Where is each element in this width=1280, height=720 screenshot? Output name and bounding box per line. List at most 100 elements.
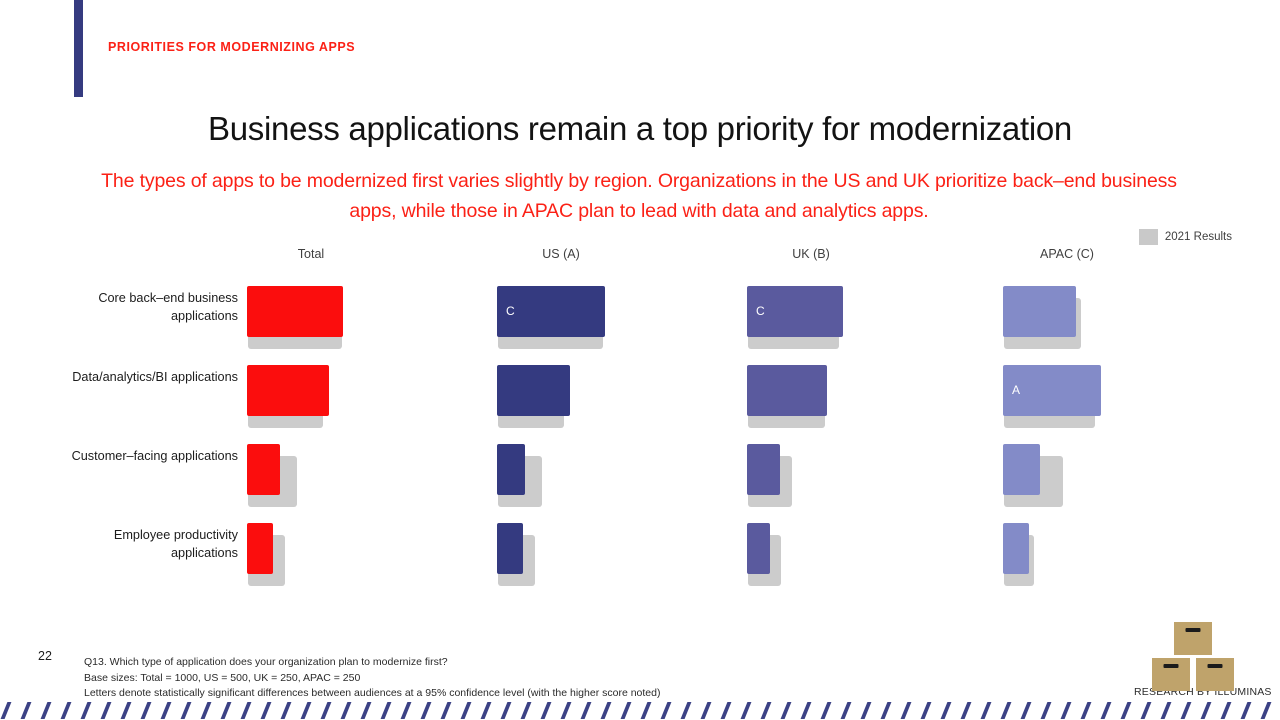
- logo-box-left: [1152, 658, 1190, 691]
- column-header-1: US (A): [542, 247, 580, 261]
- stripe: [680, 702, 692, 719]
- stripe: [20, 702, 32, 719]
- bar-3-3: [1003, 523, 1029, 574]
- stripe: [80, 702, 92, 719]
- page-number: 22: [38, 649, 52, 663]
- bar-2-1: [747, 365, 827, 416]
- stripe: [1060, 702, 1072, 719]
- stripe: [780, 702, 792, 719]
- row-label-0: Core back–end business applications: [98, 291, 238, 323]
- stripe: [440, 702, 452, 719]
- stripe: [880, 702, 892, 719]
- row-label-1: Data/analytics/BI applications: [72, 370, 238, 384]
- logo-box-slit: [1207, 664, 1223, 668]
- stripe: [720, 702, 732, 719]
- stripe: [960, 702, 972, 719]
- bar-sig-letter-2-0: C: [756, 303, 765, 318]
- stripe: [200, 702, 212, 719]
- stripe: [760, 702, 772, 719]
- stripe: [240, 702, 252, 719]
- stripe: [1120, 702, 1132, 719]
- stripe: [1180, 702, 1192, 719]
- bar-3-0: [1003, 286, 1076, 337]
- row-label-2: Customer–facing applications: [71, 449, 238, 463]
- stripe: [480, 702, 492, 719]
- stripe: [1040, 702, 1052, 719]
- column-header-2: UK (B): [792, 247, 830, 261]
- logo-box-slit: [1185, 628, 1201, 632]
- bar-2-0: [747, 286, 843, 337]
- stripe: [540, 702, 552, 719]
- stripe: [1100, 702, 1112, 719]
- bar-1-0: [497, 286, 605, 337]
- stripe: [940, 702, 952, 719]
- stripe: [860, 702, 872, 719]
- footnote-base-sizes: Base sizes: Total = 1000, US = 500, UK =…: [84, 671, 361, 684]
- footnotes: Q13. Which type of application does your…: [84, 655, 660, 702]
- stripe: [1000, 702, 1012, 719]
- bar-2-3: [747, 523, 771, 574]
- stripe: [0, 702, 12, 719]
- stripe: [320, 702, 332, 719]
- stripe: [560, 702, 572, 719]
- legend-swatch-2021: [1138, 229, 1158, 245]
- stripe: [920, 702, 932, 719]
- stripe: [700, 702, 712, 719]
- bar-1-1: [497, 365, 570, 416]
- stripe: [600, 702, 612, 719]
- stripe: [340, 702, 352, 719]
- stripe: [460, 702, 472, 719]
- bottom-stripe-band: [0, 701, 1280, 720]
- stripe: [500, 702, 512, 719]
- page-title: Business applications remain a top prior…: [208, 110, 1072, 147]
- bar-1-3: [497, 523, 523, 574]
- stripe: [380, 702, 392, 719]
- stripe: [740, 702, 752, 719]
- eyebrow-label: PRIORITIES FOR MODERNIZING APPS: [108, 40, 356, 54]
- stripe: [1020, 702, 1032, 719]
- bar-2-2: [747, 444, 780, 495]
- stripe: [140, 702, 152, 719]
- stripe: [520, 702, 532, 719]
- stripe: [100, 702, 112, 719]
- accent-bar: [74, 0, 83, 97]
- stripe: [660, 702, 672, 719]
- legend: 2021 Results: [1138, 229, 1232, 245]
- logo-box-top: [1174, 622, 1212, 655]
- page-subtitle: The types of apps to be modernized first…: [101, 170, 1177, 222]
- column-header-3: APAC (C): [1040, 247, 1094, 261]
- stripe: [580, 702, 592, 719]
- stripe: [300, 702, 312, 719]
- row-label-3: Employee productivity applications: [113, 528, 238, 560]
- bar-3-2: [1003, 444, 1041, 495]
- stripe: [1260, 702, 1272, 719]
- bar-0-3: [247, 523, 273, 574]
- bar-sig-letter-3-1: A: [1012, 382, 1021, 397]
- stripe: [1220, 702, 1232, 719]
- stripe: [180, 702, 192, 719]
- logo-boxes-icon: [1147, 622, 1239, 691]
- footnote-question: Q13. Which type of application does your…: [84, 656, 448, 668]
- stripe: [900, 702, 912, 719]
- stripe: [60, 702, 72, 719]
- footnote-significance: Letters denote statistically significant…: [84, 687, 661, 699]
- stripe: [1240, 702, 1252, 719]
- stripe: [1160, 702, 1172, 719]
- stripe: [840, 702, 852, 719]
- stripe: [120, 702, 132, 719]
- stripe: [1140, 702, 1152, 719]
- illuminas-logo: RESEARCH BY ILLUMINAS: [1134, 622, 1271, 698]
- stripe: [640, 702, 652, 719]
- bar-1-2: [497, 444, 526, 495]
- bar-3-1: [1003, 365, 1102, 416]
- stripe: [360, 702, 372, 719]
- bar-sig-letter-1-0: C: [506, 303, 515, 318]
- stripe: [280, 702, 292, 719]
- logo-box-right: [1196, 658, 1234, 691]
- stripe: [160, 702, 172, 719]
- stripe: [260, 702, 272, 719]
- stripe: [980, 702, 992, 719]
- stripe: [400, 702, 412, 719]
- bar-0-1: [247, 365, 329, 416]
